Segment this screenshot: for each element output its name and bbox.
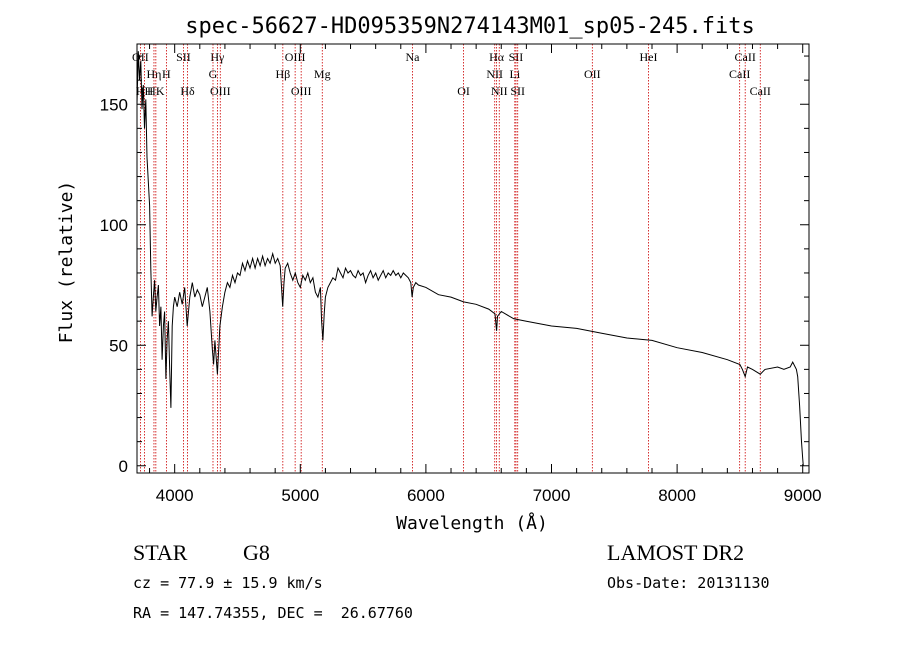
line-marker-label: H — [162, 67, 171, 81]
line-marker-label: NII — [491, 84, 508, 98]
line-marker-label: OII — [584, 67, 601, 81]
line-marker-label: Na — [405, 50, 420, 64]
y-tick-label: 150 — [100, 95, 128, 114]
line-marker-label: OIII — [210, 84, 231, 98]
line-marker-label: G — [209, 67, 218, 81]
x-tick-label: 4000 — [156, 486, 194, 505]
line-marker-label: HeI — [639, 50, 657, 64]
x-tick-label: 6000 — [407, 486, 445, 505]
line-marker-label: Hη — [146, 67, 161, 81]
object-subclass: G8 — [243, 540, 270, 565]
line-marker-label: Hα — [489, 50, 505, 64]
line-marker-label: OI — [457, 84, 470, 98]
x-tick-label: 5000 — [281, 486, 319, 505]
x-axis: 4000 5000 6000 7000 8000 9000 — [149, 44, 822, 505]
redshift-text: cz = 77.9 ± 15.9 km/s — [133, 574, 323, 592]
y-axis-label: Flux (relative) — [56, 181, 77, 344]
line-marker-label: CaII — [750, 84, 771, 98]
line-marker-label: OIII — [285, 50, 306, 64]
line-marker-label: HK — [147, 84, 165, 98]
line-marker-label: OIII — [291, 84, 312, 98]
line-marker-label: Hβ — [275, 67, 290, 81]
object-class: STAR — [133, 540, 188, 565]
line-marker-label: Hγ — [210, 50, 225, 64]
line-marker-label: HH — [136, 84, 154, 98]
y-tick-label: 50 — [109, 336, 128, 355]
y-axis: 0 50 100 150 — [100, 55, 809, 476]
chart-title: spec-56627-HD095359N274143M01_sp05-245.f… — [185, 14, 755, 39]
line-marker-label: NII — [486, 67, 503, 81]
spectrum-line — [136, 51, 804, 466]
x-tick-label: 9000 — [784, 486, 822, 505]
plot-frame — [136, 43, 810, 474]
line-marker-label: Mg — [314, 67, 331, 81]
x-tick-label: 8000 — [658, 486, 696, 505]
line-marker-label: CaII — [729, 67, 750, 81]
obs-date: Obs-Date: 20131130 — [607, 574, 770, 592]
survey-label: LAMOST DR2 — [607, 540, 745, 565]
line-marker-label: SII — [509, 50, 524, 64]
line-marker-label: Li — [509, 67, 520, 81]
x-tick-label: 7000 — [533, 486, 571, 505]
x-axis-label: Wavelength (Å) — [396, 512, 548, 534]
y-tick-label: 100 — [100, 216, 128, 235]
line-marker-label: Hδ — [180, 84, 195, 98]
line-marker-label: SII — [510, 84, 525, 98]
spectral-line-markers: OIIHηHKHHHSIIHδHγGOIIIHβOIIIOIIIMgNaOIHα… — [132, 44, 771, 473]
coordinates-text: RA = 147.74355, DEC = 26.67760 — [133, 604, 413, 622]
line-marker-label: SII — [176, 50, 191, 64]
line-marker-label: CaII — [735, 50, 756, 64]
y-tick-label: 0 — [119, 457, 128, 476]
